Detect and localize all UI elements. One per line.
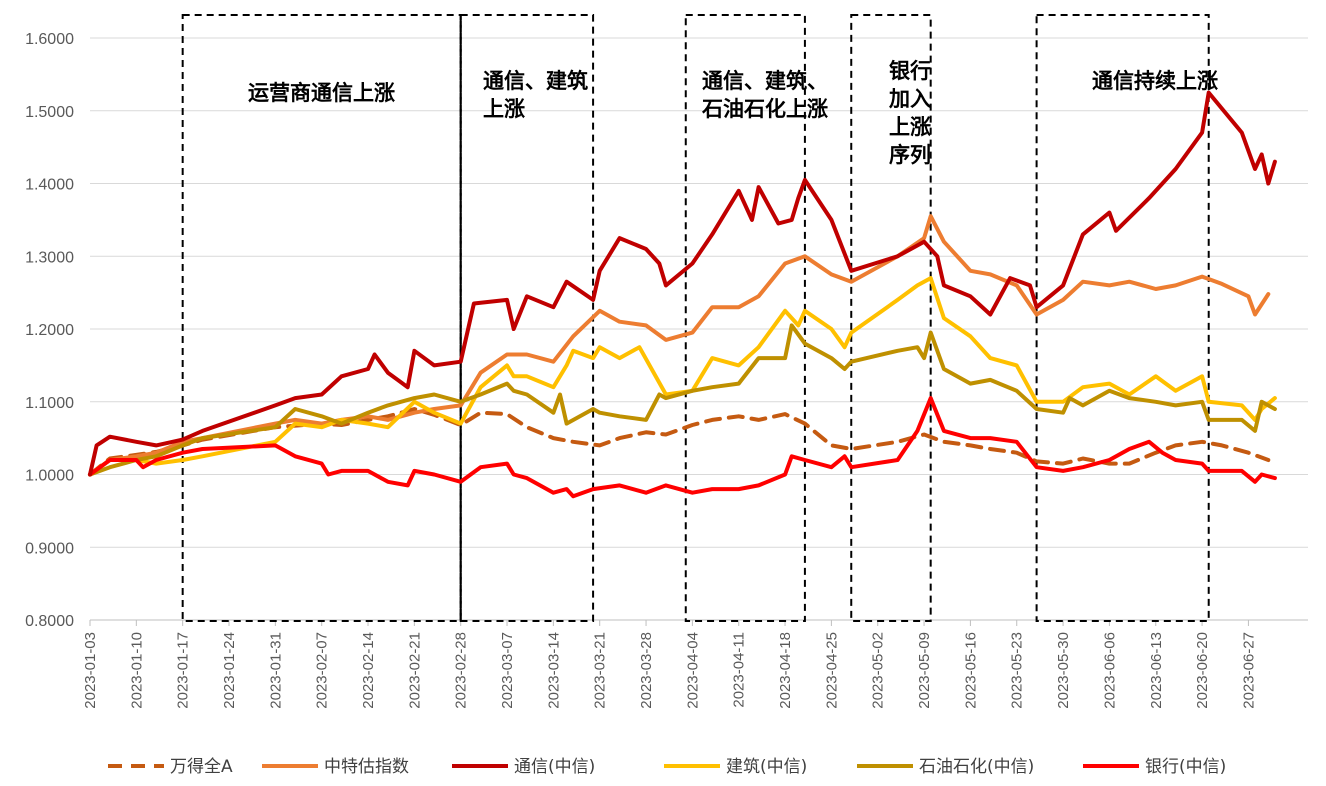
annotation-label-line: 银行 <box>889 59 931 83</box>
y-tick-label: 1.3000 <box>25 249 74 266</box>
annotation-label: 通信持续上涨 <box>1092 69 1218 93</box>
x-tick-label: 2023-03-21 <box>592 632 609 709</box>
y-tick-label: 1.1000 <box>25 395 74 412</box>
series-line <box>88 90 1277 477</box>
annotation-label-line: 加入 <box>888 87 931 111</box>
y-tick-label: 1.2000 <box>25 322 74 339</box>
x-tick-label: 2023-05-23 <box>1009 632 1026 709</box>
x-tick-label: 2023-06-06 <box>1101 632 1118 709</box>
x-tick-label: 2023-04-25 <box>823 632 840 709</box>
x-tick-label: 2023-03-07 <box>499 632 516 709</box>
x-tick-label: 2023-03-28 <box>638 632 655 709</box>
legend-label: 中特估指数 <box>324 757 409 777</box>
x-tick-label: 2023-05-02 <box>870 632 887 709</box>
annotation-label-line: 通信、建筑、 <box>702 69 828 93</box>
y-tick-label: 1.0000 <box>25 468 74 485</box>
series-line <box>88 323 1277 477</box>
x-tick-label: 2023-01-10 <box>128 632 145 709</box>
annotation-label: 通信、建筑上涨 <box>483 69 588 121</box>
legend: 万得全A 中特估指数 通信(中信) 建筑(中信) 石油石化(中信) 银行(中信) <box>108 757 1226 777</box>
y-tick-label: 1.5000 <box>25 104 74 121</box>
series-lines <box>88 90 1277 499</box>
x-tick-label: 2023-04-11 <box>731 632 748 708</box>
x-tick-label: 2023-02-28 <box>453 632 470 709</box>
annotation-label-line: 序列 <box>889 143 931 167</box>
x-tick-label: 2023-06-13 <box>1148 632 1165 709</box>
x-tick-label: 2023-06-27 <box>1240 632 1257 709</box>
annotation-label-line: 通信持续上涨 <box>1092 69 1218 93</box>
annotation-box <box>181 14 462 622</box>
annotation-box <box>459 14 595 622</box>
annotation-label: 通信、建筑、石油石化上涨 <box>701 69 828 121</box>
annotation-label-line: 石油石化上涨 <box>701 97 828 121</box>
legend-label: 万得全A <box>170 757 233 777</box>
annotation-box <box>1035 14 1210 622</box>
x-tick-label: 2023-01-24 <box>221 632 238 709</box>
x-tick-label: 2023-05-30 <box>1055 632 1072 709</box>
x-tick-label: 2023-01-17 <box>175 632 192 709</box>
y-tick-label: 1.4000 <box>25 177 74 194</box>
y-tick-label: 1.6000 <box>25 31 74 48</box>
x-tick-label: 2023-04-04 <box>684 632 701 709</box>
x-tick-label: 2023-04-18 <box>777 632 794 709</box>
annotation-label: 运营商通信上涨 <box>248 81 395 105</box>
x-axis: 2023-01-03 2023-01-10 2023-01-17 2023-01-24… <box>82 620 1257 709</box>
annotation-box <box>684 14 806 622</box>
x-tick-label: 2023-02-21 <box>406 632 423 709</box>
x-tick-label: 2023-01-31 <box>267 632 284 709</box>
annotation-label: 银行加入上涨序列 <box>888 59 931 167</box>
x-tick-label: 2023-02-14 <box>360 632 377 709</box>
annotation-label-line: 通信、建筑 <box>483 69 588 93</box>
y-axis: 0.8000 0.9000 1.0000 1.1000 1.2000 1.3000 1.40… <box>25 31 74 630</box>
x-tick-label: 2023-06-20 <box>1194 632 1211 709</box>
annotation-label-line: 运营商通信上涨 <box>248 81 395 105</box>
annotation-label-line: 上涨 <box>889 115 931 139</box>
annotation-box <box>850 14 932 622</box>
series-line <box>88 396 1277 499</box>
gridlines <box>90 37 1308 621</box>
x-tick-label: 2023-01-03 <box>82 632 99 709</box>
legend-label: 建筑(中信) <box>726 757 807 777</box>
x-tick-label: 2023-05-16 <box>962 632 979 709</box>
x-tick-label: 2023-05-09 <box>916 632 933 709</box>
x-tick-label: 2023-03-14 <box>545 632 562 709</box>
series-line <box>88 214 1271 477</box>
y-tick-label: 0.8000 <box>25 613 74 630</box>
legend-label: 通信(中信) <box>514 757 595 777</box>
legend-label: 石油石化(中信) <box>919 757 1034 777</box>
y-tick-label: 0.9000 <box>25 540 74 557</box>
x-tick-label: 2023-02-07 <box>314 632 331 709</box>
series-line <box>88 407 1271 477</box>
legend-label: 银行(中信) <box>1145 757 1226 777</box>
annotation-label-line: 上涨 <box>483 97 525 121</box>
